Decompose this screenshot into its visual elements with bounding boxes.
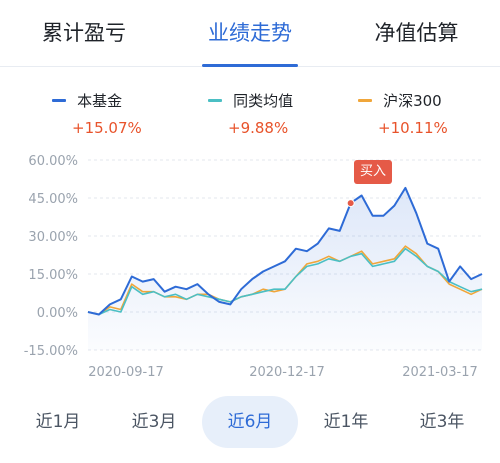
legend-fund-line	[52, 99, 66, 102]
tab-bar: 累计盈亏 业绩走势 净值估算	[0, 0, 500, 67]
y-tick-label: 15.00%	[28, 268, 78, 283]
performance-line-chart[interactable]: 60.00% 45.00% 30.00% 15.00% 0.00% -15.00% 2020…	[0, 150, 500, 390]
x-tick-label: 2020-12-17	[249, 365, 325, 380]
legend-csi300-line	[358, 99, 372, 102]
tab-performance-trend-label: 业绩走势	[208, 21, 292, 45]
buy-marker-dot	[346, 199, 355, 208]
legend-fund: 本基金 +15.07%	[52, 90, 142, 140]
legend-peer-return: +9.88%	[228, 119, 289, 137]
legend-csi300: 沪深300 +10.11%	[358, 90, 448, 140]
period-selector: 近1月 近3月 近6月 近1年 近3年	[0, 396, 500, 452]
period-3-years[interactable]: 近3年	[419, 412, 465, 432]
legend-csi300-name: 沪深300	[383, 92, 442, 110]
legend-peer-line	[208, 99, 222, 102]
y-tick-label: 45.00%	[28, 192, 78, 207]
fund-series-line	[87, 186, 483, 316]
tab-performance-trend[interactable]: 业绩走势	[166, 0, 334, 67]
x-tick-label: 2020-09-17	[88, 365, 164, 380]
fund-area-fill	[88, 187, 482, 350]
period-1-month[interactable]: 近1月	[35, 412, 81, 432]
legend-peer-name: 同类均值	[233, 92, 294, 110]
period-1-year[interactable]: 近1年	[323, 412, 369, 432]
y-tick-label: 30.00%	[28, 230, 78, 245]
y-tick-label: -15.00%	[24, 344, 78, 359]
peer-average-series-line	[87, 247, 483, 316]
x-tick-label: 2021-03-17	[402, 365, 478, 380]
y-tick-label: 0.00%	[37, 306, 78, 321]
legend-fund-return: +15.07%	[72, 119, 142, 137]
tab-nav-estimate[interactable]: 净值估算	[374, 21, 459, 45]
period-6-months[interactable]: 近6月	[202, 396, 298, 448]
period-3-months[interactable]: 近3月	[131, 412, 177, 432]
legend-fund-name: 本基金	[77, 92, 123, 110]
y-tick-label: 60.00%	[28, 154, 78, 169]
tab-cumulative-pnl[interactable]: 累计盈亏	[42, 21, 126, 45]
buy-marker-badge: 买入	[354, 160, 392, 184]
legend-csi300-return: +10.11%	[378, 119, 448, 137]
legend-peer-average: 同类均值 +9.88%	[208, 90, 293, 140]
active-tab-underline	[202, 64, 298, 67]
